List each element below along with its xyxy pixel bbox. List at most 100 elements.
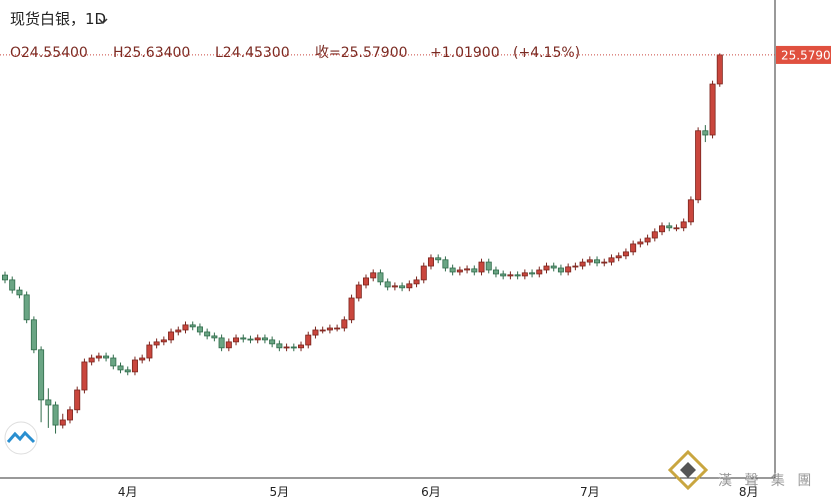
candle-body <box>124 369 131 373</box>
candle-body <box>312 329 319 336</box>
candle-body <box>492 269 499 275</box>
candle-body <box>117 365 124 371</box>
x-tick-label: 6月 <box>421 485 441 499</box>
watermark-text: 漢 聲 集 團 <box>718 472 815 489</box>
candle-body <box>420 265 427 281</box>
candle-body <box>319 329 326 332</box>
candle-body <box>521 272 528 277</box>
candle-body <box>637 241 644 245</box>
chart-title: 现货白银，1D <box>10 10 106 28</box>
candle-body <box>348 297 355 321</box>
watermark-inner <box>680 462 696 478</box>
dropdown-icon[interactable] <box>98 18 108 25</box>
candle-body <box>709 83 716 136</box>
candle-body <box>45 399 52 406</box>
candle-body <box>435 257 442 261</box>
candle-body <box>276 343 283 349</box>
candle-body <box>471 268 478 273</box>
candle-body <box>168 331 175 341</box>
header-change-pct: (+4.15%) <box>513 45 580 61</box>
candle-body <box>630 243 637 253</box>
candle-body <box>247 338 254 341</box>
candle-body <box>204 331 211 337</box>
candle-body <box>261 337 268 341</box>
candle-body <box>500 273 507 277</box>
candle-body <box>233 337 240 343</box>
candle-body <box>218 337 225 349</box>
candle-body <box>673 227 680 230</box>
candle-body <box>543 265 550 271</box>
candle-body <box>81 361 88 391</box>
candle-body <box>644 237 651 243</box>
candle-body <box>579 261 586 267</box>
candle-body <box>110 357 117 367</box>
candle-body <box>427 257 434 267</box>
header-change: +1.01900 <box>430 45 500 61</box>
candle-body <box>406 283 413 289</box>
watermark-logo <box>667 449 709 491</box>
candle-body <box>377 272 384 283</box>
candle-body <box>52 404 59 426</box>
candle-body <box>59 419 66 426</box>
candle-body <box>30 319 37 351</box>
candle-body <box>622 251 629 257</box>
candle-body <box>146 344 153 359</box>
logo-badge[interactable] <box>4 421 38 455</box>
candle-body <box>175 329 182 333</box>
candle-body <box>240 337 247 340</box>
candle-body <box>651 231 658 239</box>
candle-body <box>442 259 449 269</box>
candle-body <box>695 130 702 201</box>
candle-body <box>95 355 102 359</box>
candle-body <box>478 261 485 273</box>
candle-body <box>290 346 297 349</box>
candle-body <box>456 269 463 273</box>
candle-body <box>211 335 218 339</box>
candle-body <box>615 255 622 259</box>
candle-body <box>557 267 564 273</box>
candle-body <box>196 326 203 333</box>
candle-body <box>464 268 471 271</box>
candle-body <box>254 337 261 341</box>
candle-body <box>680 221 687 229</box>
candle-body <box>298 344 305 349</box>
candle-body <box>572 265 579 268</box>
candle-body <box>269 339 276 345</box>
candle-body <box>88 357 95 363</box>
candle-body <box>666 225 673 229</box>
x-tick-label: 4月 <box>118 485 138 499</box>
x-tick-label: 7月 <box>580 485 600 499</box>
header-close: 收=25.57900 <box>315 45 408 61</box>
candle-body <box>23 294 30 321</box>
candle-body <box>189 324 196 328</box>
candle-body <box>362 277 369 286</box>
candle-body <box>550 265 557 269</box>
candle-body <box>449 267 456 273</box>
candle-body <box>355 284 362 299</box>
candle-body <box>391 285 398 288</box>
candle-body <box>608 257 615 263</box>
candle-body <box>565 266 572 273</box>
candle-body <box>594 259 601 264</box>
candle-body <box>225 341 232 349</box>
candle-body <box>536 269 543 275</box>
candle-body <box>514 274 521 277</box>
candle-body <box>384 281 391 288</box>
candle-body <box>529 272 536 275</box>
candle-body <box>153 341 160 346</box>
candle-body <box>687 199 694 223</box>
logo-mark <box>6 430 36 444</box>
watermark-diamond <box>667 449 709 491</box>
candle-body <box>659 225 666 233</box>
candle-body <box>182 324 189 331</box>
candle-body <box>702 130 709 136</box>
candle-body <box>38 349 45 401</box>
candle-body <box>66 409 73 421</box>
x-tick-label: 5月 <box>270 485 290 499</box>
x-tick-label: 8月 <box>739 485 759 499</box>
candle-body <box>2 274 8 281</box>
candle-body <box>16 289 23 296</box>
candle-body <box>74 389 81 411</box>
